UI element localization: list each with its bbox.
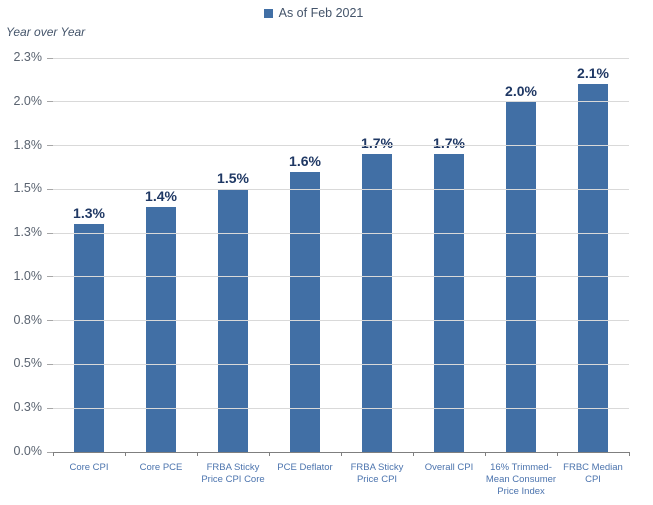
bar-slot: 2.0% bbox=[485, 58, 557, 452]
y-axis-tick bbox=[47, 320, 53, 322]
gridline bbox=[53, 57, 629, 59]
category-label-line: Core PCE bbox=[139, 462, 183, 473]
bar-slot: 1.7% bbox=[341, 58, 413, 452]
bar-slot: 1.3% bbox=[53, 58, 125, 452]
x-axis-tick bbox=[196, 452, 198, 456]
category-label: FRBC Median CPI bbox=[557, 462, 629, 498]
category-label: Core PCE bbox=[125, 462, 197, 498]
category-label-line: 16% Trimmed- bbox=[490, 462, 552, 473]
y-axis-tick-label: 2.0% bbox=[13, 93, 43, 108]
category-label-line: Price Index bbox=[497, 486, 545, 497]
y-axis-tick-label: 1.3% bbox=[13, 225, 43, 240]
bars-container: 1.3% 1.4% 1.5% 1.6% 1.7% 1.7% 2.0% 2.1% bbox=[53, 58, 629, 452]
gridline bbox=[53, 232, 629, 234]
legend: As of Feb 2021 bbox=[0, 6, 640, 20]
y-axis-tick bbox=[47, 145, 53, 147]
x-axis-tick bbox=[340, 452, 342, 456]
bar-slot: 2.1% bbox=[557, 58, 629, 452]
bar bbox=[146, 206, 176, 452]
bar-value-label: 2.0% bbox=[505, 82, 537, 99]
plot-area: 1.3% 1.4% 1.5% 1.6% 1.7% 1.7% 2.0% 2.1% bbox=[47, 57, 630, 456]
category-label-line: Core CPI bbox=[69, 462, 109, 473]
bar-value-label: 2.1% bbox=[577, 65, 609, 82]
legend-label: As of Feb 2021 bbox=[278, 6, 364, 20]
bar-slot: 1.7% bbox=[413, 58, 485, 452]
gridline bbox=[53, 407, 629, 409]
y-axis-tick-label: 1.5% bbox=[13, 181, 43, 196]
bar-value-label: 1.5% bbox=[217, 170, 249, 187]
bar bbox=[74, 224, 104, 452]
y-axis-tick-label: 0.3% bbox=[13, 400, 43, 415]
y-axis-tick-label: 1.8% bbox=[13, 137, 43, 152]
bar-slot: 1.5% bbox=[197, 58, 269, 452]
y-axis-tick bbox=[47, 451, 53, 453]
category-label: FRBA Sticky Price CPI bbox=[341, 462, 413, 498]
gridline bbox=[53, 145, 629, 147]
bar-value-label: 1.7% bbox=[361, 135, 393, 152]
y-axis-title: Year over Year bbox=[6, 25, 86, 39]
y-axis-tick-label: 1.0% bbox=[13, 268, 43, 283]
y-axis-tick bbox=[47, 57, 53, 59]
category-label-line: FRBA Sticky bbox=[206, 462, 260, 473]
gridline bbox=[53, 101, 629, 103]
y-axis-tick bbox=[47, 101, 53, 103]
bar-value-label: 1.3% bbox=[73, 205, 105, 222]
bar bbox=[362, 154, 392, 452]
x-axis-tick bbox=[412, 452, 414, 456]
bar-value-label: 1.7% bbox=[433, 135, 465, 152]
category-label: Core CPI bbox=[53, 462, 125, 498]
x-axis-tick bbox=[268, 452, 270, 456]
category-label-line: PCE Deflator bbox=[277, 462, 333, 473]
y-axis-tick-label: 2.3% bbox=[13, 50, 43, 64]
category-label-line: Mean Consumer bbox=[485, 474, 557, 485]
category-label: PCE Deflator bbox=[269, 462, 341, 498]
gridline bbox=[53, 188, 629, 190]
category-label-line: Price CPI bbox=[356, 474, 398, 485]
gridline bbox=[53, 320, 629, 322]
y-axis-tick bbox=[47, 188, 53, 190]
y-axis-tick-label: 0.8% bbox=[13, 312, 43, 327]
category-label-line: Overall CPI bbox=[424, 462, 474, 473]
category-label: 16% Trimmed- Mean Consumer Price Index bbox=[485, 462, 557, 498]
y-axis-tick bbox=[47, 276, 53, 278]
y-axis-tick bbox=[47, 232, 53, 234]
gridline bbox=[53, 363, 629, 365]
gridline bbox=[53, 276, 629, 278]
x-axis-tick bbox=[484, 452, 486, 456]
bar-value-label: 1.4% bbox=[145, 187, 177, 204]
category-label: FRBA Sticky Price CPI Core bbox=[197, 462, 269, 498]
x-axis-tick bbox=[124, 452, 126, 456]
y-axis-labels: 0.0% 0.3% 0.5% 0.8% 1.0% 1.3% 1.5% 1.8% 2.0% 2.3% bbox=[0, 50, 43, 458]
category-label-line: FRBA Sticky bbox=[350, 462, 404, 473]
y-axis-tick-label: 0.0% bbox=[13, 444, 43, 458]
x-axis-tick bbox=[556, 452, 558, 456]
category-label-line: CPI bbox=[585, 474, 601, 485]
legend-swatch-icon bbox=[263, 8, 273, 18]
category-label: Overall CPI bbox=[413, 462, 485, 498]
bar-slot: 1.6% bbox=[269, 58, 341, 452]
x-axis-labels: Core CPI Core PCE FRBA Sticky Price CPI Cor… bbox=[53, 462, 629, 498]
x-axis-tick bbox=[628, 452, 630, 456]
bar-slot: 1.4% bbox=[125, 58, 197, 452]
bar bbox=[290, 171, 320, 452]
y-axis-tick-label: 0.5% bbox=[13, 356, 43, 371]
bar bbox=[434, 154, 464, 452]
category-label-line: Price CPI Core bbox=[201, 474, 265, 485]
x-axis-tick bbox=[52, 452, 54, 456]
bar bbox=[578, 84, 608, 452]
category-label-line: FRBC Median bbox=[563, 462, 623, 473]
y-axis-tick bbox=[47, 407, 53, 409]
bar-value-label: 1.6% bbox=[289, 152, 321, 169]
y-axis-tick bbox=[47, 363, 53, 365]
